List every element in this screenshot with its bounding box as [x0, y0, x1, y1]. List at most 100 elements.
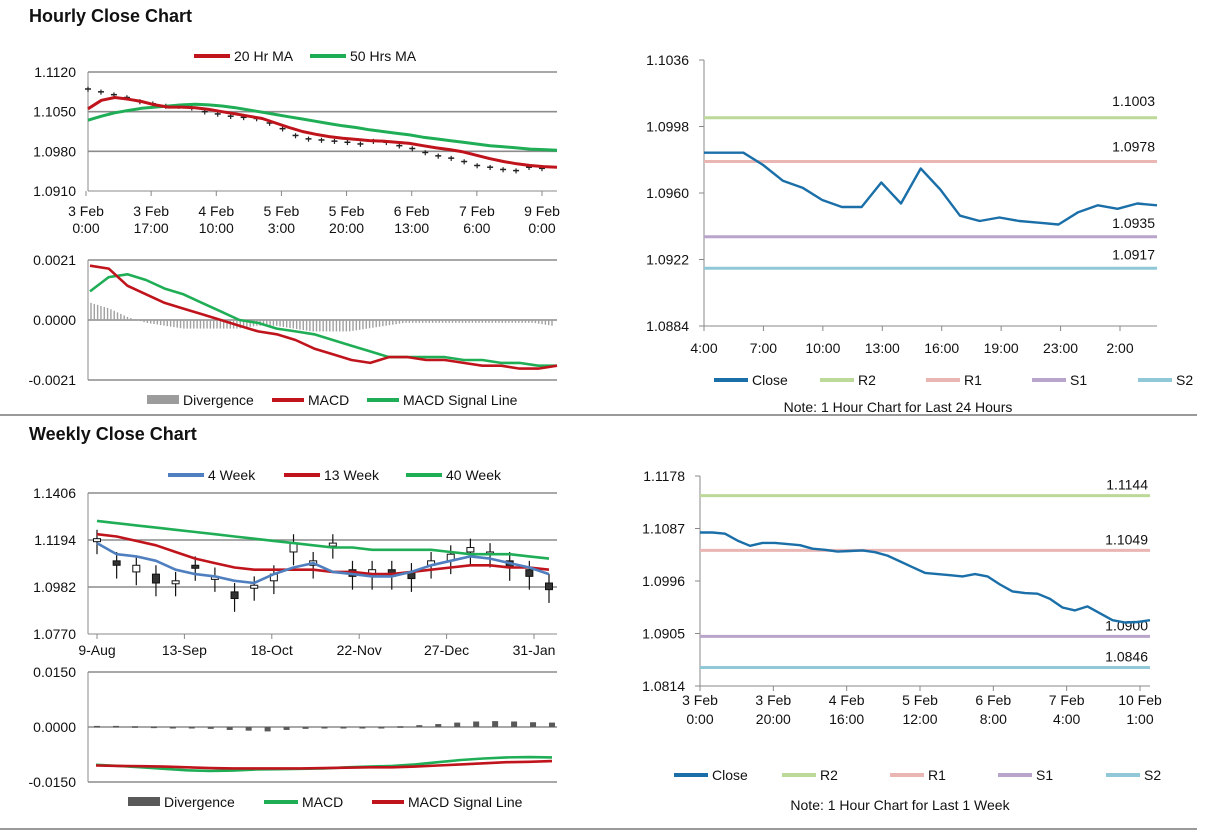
hourly-price-x-tick: 20:00 — [329, 220, 364, 236]
weekly-1w-legend-s1-label: S1 — [1036, 767, 1053, 783]
legend-13-week: 13 Week — [284, 467, 380, 483]
weekly-divergence-bar — [530, 722, 537, 727]
weekly-price-x-tick: 9-Aug — [78, 642, 115, 658]
hourly-24h-legend-close: Close — [714, 372, 788, 388]
weekly-1w-x-tick: 3 Feb — [755, 692, 791, 708]
hourly-price-x-tick: 0:00 — [528, 220, 555, 236]
hourly-24h-x-tick: 10:00 — [805, 340, 840, 356]
hourly-24h-legend-r1-label: R1 — [964, 372, 982, 388]
week-40-line — [96, 519, 550, 560]
weekly-divergence-bar — [94, 725, 100, 728]
hourly-price-x-tick: 5 Feb — [329, 203, 365, 219]
hourly-24h-y-tick: 1.0922 — [646, 252, 689, 268]
hourly-24h-level-label-r1: 1.0978 — [1112, 139, 1155, 155]
hourly-24h-legend-s2: S2 — [1138, 372, 1193, 388]
weekly-1w-x-tick: 8:00 — [980, 711, 1007, 727]
weekly-1w-legend-r1: R1 — [890, 767, 946, 783]
hourly-price-y-tick: 1.1120 — [34, 64, 76, 80]
weekly-1w-legend-s2: S2 — [1106, 767, 1161, 783]
hourly-24h-x-tick: 4:00 — [690, 340, 717, 356]
weekly-divergence-bar — [416, 725, 423, 727]
weekly-divergence-bar — [188, 727, 195, 729]
hourly-price-x-tick: 5 Feb — [264, 203, 300, 219]
weekly-divergence-bar — [340, 727, 347, 729]
legend-divergence-label: Divergence — [183, 392, 254, 408]
hourly-macd-y-tick: 0.0000 — [33, 312, 76, 328]
legend-20hr-ma-label: 20 Hr MA — [234, 48, 294, 64]
legend-weekly-macd-label: MACD — [302, 794, 343, 810]
weekly-1w-y-tick: 1.0814 — [642, 678, 685, 694]
legend-4-week-label: 4 Week — [208, 467, 256, 483]
weekly-divergence-bar — [549, 722, 555, 727]
macd-line — [89, 264, 558, 370]
weekly-divergence-bar — [112, 725, 119, 728]
legend-weekly-macd: MACD — [264, 794, 343, 810]
hourly-24h-x-tick: 16:00 — [924, 340, 959, 356]
weekly-1w-x-tick: 5 Feb — [902, 692, 938, 708]
hourly-price-x-tick: 3:00 — [268, 220, 295, 236]
hourly-24h-legend-s1: S1 — [1032, 372, 1087, 388]
legend-weekly-macd-signal: MACD Signal Line — [372, 794, 523, 810]
weekly-1w-level-label-r2: 1.1144 — [1106, 477, 1148, 493]
legend-50hrs-ma-label: 50 Hrs MA — [350, 48, 417, 64]
hourly-24h-note: Note: 1 Hour Chart for Last 24 Hours — [784, 399, 1013, 415]
weekly-price-x-tick: 18-Oct — [251, 642, 293, 658]
weekly-divergence-bar — [207, 727, 214, 729]
legend-macd: MACD — [272, 392, 349, 408]
weekly-candle-body — [230, 591, 239, 600]
weekly-divergence-bar — [321, 727, 328, 729]
weekly-section-title: Weekly Close Chart — [29, 424, 197, 444]
hourly-price-x-tick: 6 Feb — [394, 203, 430, 219]
weekly-1w-y-tick: 1.0996 — [642, 573, 685, 589]
weekly-divergence-bar — [378, 727, 385, 729]
weekly-divergence-bar — [454, 722, 461, 727]
legend-20hr-ma: 20 Hr MA — [194, 48, 294, 64]
hourly-price-y-tick: 1.0910 — [33, 183, 76, 199]
weekly-1w-x-tick: 12:00 — [902, 711, 937, 727]
weekly-1w-legend-r1-label: R1 — [928, 767, 946, 783]
weekly-1w-x-tick: 6 Feb — [975, 692, 1011, 708]
weekly-1w-x-tick: 4:00 — [1053, 711, 1080, 727]
weekly-divergence-bar — [397, 726, 404, 728]
hourly-24h-level-label-s1: 1.0935 — [1112, 215, 1155, 231]
weekly-candle-body — [545, 582, 553, 591]
weekly-1w-y-tick: 1.1087 — [642, 521, 685, 537]
hourly-24h-level-label-s2: 1.0917 — [1112, 246, 1155, 262]
weekly-price-y-tick: 1.0770 — [33, 626, 76, 642]
macd-signal-line — [89, 272, 557, 368]
weekly-price-x-tick: 13-Sep — [162, 642, 207, 658]
weekly-candle-body — [191, 564, 200, 569]
legend-macd-label: MACD — [308, 392, 349, 408]
weekly-divergence-bar — [473, 721, 480, 727]
hourly-price-x-tick: 17:00 — [134, 220, 169, 236]
weekly-candle-body — [132, 564, 141, 573]
hourly-24h-legend-r2-label: R2 — [858, 372, 876, 388]
weekly-1w-legend-r2-label: R2 — [820, 767, 838, 783]
hourly-24h-close-line — [704, 151, 1158, 226]
legend-macd-signal-label: MACD Signal Line — [403, 392, 518, 408]
weekly-macd-y-tick: -0.0150 — [29, 774, 77, 790]
hourly-price-x-tick: 3 Feb — [133, 203, 169, 219]
weekly-candle-body — [93, 538, 101, 543]
weekly-divergence-bar — [169, 727, 176, 729]
section-divider — [0, 414, 1197, 416]
weekly-macd-y-tick: 0.0000 — [33, 719, 76, 735]
hourly-macd-y-tick: 0.0021 — [33, 252, 76, 268]
hourly-price-x-tick: 0:00 — [72, 220, 99, 236]
hourly-24h-x-tick: 23:00 — [1043, 340, 1078, 356]
weekly-price-x-tick: 31-Jan — [513, 642, 556, 658]
hourly-price-x-tick: 13:00 — [394, 220, 429, 236]
weekly-macd-y-tick: 0.0150 — [33, 664, 76, 680]
weekly-candle-body — [171, 580, 180, 585]
legend-weekly-divergence: Divergence — [128, 794, 235, 810]
weekly-1w-legend-s1: S1 — [998, 767, 1053, 783]
weekly-1w-legend-r2: R2 — [782, 767, 838, 783]
weekly-divergence-bar — [302, 727, 309, 729]
weekly-price-x-tick: 22-Nov — [337, 642, 382, 658]
hourly-24h-legend-close-label: Close — [752, 372, 788, 388]
weekly-1w-x-tick: 7 Feb — [1049, 692, 1085, 708]
bottom-divider — [0, 828, 1197, 830]
legend-macd-signal: MACD Signal Line — [367, 392, 518, 408]
weekly-1w-note: Note: 1 Hour Chart for Last 1 Week — [790, 797, 1010, 813]
hourly-price-x-tick: 9 Feb — [524, 203, 560, 219]
